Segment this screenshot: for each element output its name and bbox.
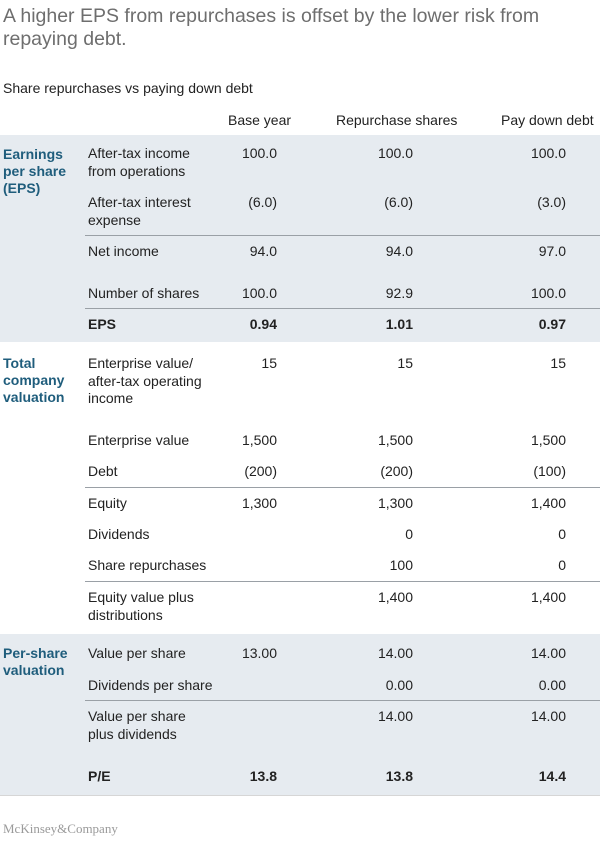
cell-equity-base: 1,300 (241, 495, 277, 511)
row-divider (85, 581, 600, 582)
column-header-repurchase-shares: Repurchase shares (336, 112, 458, 128)
cell-equity-plus-dist-paydown: 1,400 (530, 589, 566, 605)
row-divider (85, 700, 600, 701)
column-header-pay-down-debt: Pay down debt (501, 112, 594, 128)
cell-debt-base: (200) (244, 463, 277, 479)
cell-ev-repurchase: 1,500 (377, 432, 413, 448)
eps-section-label: Earnings per share (EPS) (3, 146, 67, 196)
cell-equity-repurchase: 1,300 (377, 495, 413, 511)
cell-debt-paydown: (100) (533, 463, 566, 479)
cell-ev-multiple-base: 15 (261, 355, 277, 371)
row-label-after-tax-income: After-tax income from operations (88, 145, 190, 179)
cell-share-repurchases-repurchase: 100 (389, 557, 413, 573)
cell-ev-multiple-repurchase: 15 (397, 355, 413, 371)
cell-interest-base: (6.0) (248, 194, 277, 210)
row-label-eps: EPS (88, 316, 117, 332)
cell-ev-paydown: 1,500 (530, 432, 566, 448)
cell-vps-div-repurchase: 14.00 (377, 708, 413, 724)
footer-divider (0, 795, 600, 796)
cell-after-tax-income-paydown: 100.0 (530, 145, 566, 161)
cell-share-repurchases-paydown: 0 (558, 557, 566, 573)
cell-vps-base: 13.00 (241, 645, 277, 661)
cell-shares-repurchase: 92.9 (385, 285, 413, 301)
row-label-equity: Equity (88, 495, 127, 511)
cell-eps-paydown: 0.97 (538, 316, 566, 332)
column-header-base-year: Base year (228, 112, 292, 128)
cell-shares-paydown: 100.0 (530, 285, 566, 301)
row-divider (85, 308, 600, 309)
row-label-number-of-shares: Number of shares (88, 285, 200, 301)
cell-ev-multiple-paydown: 15 (550, 355, 566, 371)
cell-interest-paydown: (3.0) (537, 194, 566, 210)
cell-equity-plus-dist-repurchase: 1,400 (377, 589, 413, 605)
cell-pe-paydown: 14.4 (538, 768, 566, 784)
row-label-value-per-share: Value per share (88, 645, 186, 661)
cell-ev-base: 1,500 (241, 432, 277, 448)
cell-interest-repurchase: (6.0) (384, 194, 413, 210)
cell-dividends-repurchase: 0 (405, 526, 413, 542)
per-share-section-band (0, 634, 600, 795)
eps-section-band (0, 135, 600, 342)
cell-vps-paydown: 14.00 (530, 645, 566, 661)
cell-pe-base: 13.8 (249, 768, 277, 784)
row-label-dividends-per-share: Dividends per share (88, 677, 213, 693)
cell-dps-repurchase: 0.00 (385, 677, 413, 693)
cell-eps-repurchase: 1.01 (385, 316, 413, 332)
per-share-section-label: Per-share valuation (3, 645, 68, 678)
cell-equity-paydown: 1,400 (530, 495, 566, 511)
row-label-pe: P/E (88, 768, 111, 784)
row-label-after-tax-interest: After-tax interest expense (88, 194, 191, 228)
cell-net-income-repurchase: 94.0 (385, 243, 413, 259)
company-logo: McKinsey&Company (3, 821, 118, 836)
cell-vps-div-paydown: 14.00 (530, 708, 566, 724)
cell-dividends-paydown: 0 (558, 526, 566, 542)
total-valuation-section-label: Total company valuation (3, 355, 65, 405)
page-title: A higher EPS from repurchases is offset … (3, 5, 540, 50)
cell-after-tax-income-repurchase: 100.0 (377, 145, 413, 161)
cell-eps-base: 0.94 (249, 316, 277, 332)
row-divider (85, 487, 600, 488)
row-label-equity-plus-distributions: Equity value plus distributions (88, 589, 194, 623)
row-label-share-repurchases: Share repurchases (88, 557, 207, 573)
cell-vps-repurchase: 14.00 (377, 645, 413, 661)
row-divider (85, 235, 600, 236)
row-label-vps-plus-dividends: Value per share plus dividends (88, 708, 186, 742)
table-subtitle: Share repurchases vs paying down debt (3, 80, 253, 96)
row-label-ev-multiple: Enterprise value/after-tax operating inco… (88, 355, 202, 406)
cell-net-income-paydown: 97.0 (538, 243, 566, 259)
cell-net-income-base: 94.0 (249, 243, 277, 259)
cell-debt-repurchase: (200) (380, 463, 413, 479)
row-label-enterprise-value: Enterprise value (88, 432, 190, 448)
cell-dps-paydown: 0.00 (538, 677, 566, 693)
cell-pe-repurchase: 13.8 (385, 768, 413, 784)
cell-after-tax-income-base: 100.0 (241, 145, 277, 161)
row-label-dividends: Dividends (88, 526, 150, 542)
cell-shares-base: 100.0 (241, 285, 277, 301)
row-label-net-income: Net income (88, 243, 159, 259)
row-label-debt: Debt (88, 463, 118, 479)
